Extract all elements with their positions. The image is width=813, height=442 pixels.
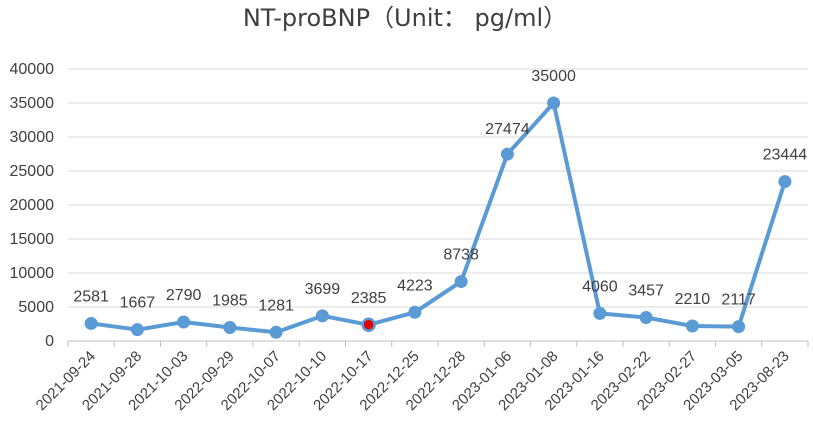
data-label: 27474 xyxy=(485,121,530,138)
data-label: 23444 xyxy=(763,147,808,164)
data-labels: 2581 1667 2790 1985 1281 3699 2385 4223 8738 2747… xyxy=(73,68,807,314)
y-tick-label: 10000 xyxy=(10,265,55,282)
data-point xyxy=(269,325,283,339)
highlighted-data-point xyxy=(361,317,376,333)
y-tick-label: 15000 xyxy=(10,231,55,248)
data-point xyxy=(177,315,191,329)
data-label: 2790 xyxy=(166,287,202,304)
data-label: 3457 xyxy=(628,282,664,299)
y-tick-label: 40000 xyxy=(10,61,55,78)
data-label: 3699 xyxy=(305,281,341,298)
data-label: 1985 xyxy=(212,293,248,310)
y-tick-label: 5000 xyxy=(18,299,54,316)
data-point xyxy=(593,306,607,320)
data-label: 8738 xyxy=(443,247,479,264)
data-point xyxy=(778,175,792,189)
data-point xyxy=(130,323,144,337)
data-point xyxy=(223,321,237,335)
y-tick-label: 35000 xyxy=(10,95,55,112)
x-axis-ticks: 2021-09-242021-09-282021-10-032022-09-29… xyxy=(33,341,809,414)
data-label: 1667 xyxy=(120,295,156,312)
y-tick-label: 30000 xyxy=(10,129,55,146)
gridlines xyxy=(68,68,808,308)
data-point xyxy=(685,319,699,333)
series-line xyxy=(89,101,787,335)
chart-title: NT-proBNP（Unit： pg/ml） xyxy=(243,4,567,32)
data-label: 2581 xyxy=(73,288,109,305)
data-point xyxy=(732,320,746,334)
data-label: 2385 xyxy=(351,290,387,307)
data-label: 4223 xyxy=(397,277,433,294)
y-tick-label: 0 xyxy=(45,333,54,350)
data-label: 2117 xyxy=(721,292,756,309)
data-label: 1281 xyxy=(258,297,294,314)
data-label: 4060 xyxy=(582,278,618,295)
data-label: 35000 xyxy=(531,68,576,85)
data-point xyxy=(454,275,468,289)
data-point xyxy=(84,316,98,330)
data-point xyxy=(639,310,653,324)
series xyxy=(84,96,792,339)
y-tick-label: 20000 xyxy=(10,197,55,214)
data-point xyxy=(500,147,514,161)
data-point xyxy=(547,96,561,110)
data-point xyxy=(315,309,329,323)
y-axis-ticks: 0 5000 10000 15000 20000 25000 30000 35000 40000 xyxy=(10,61,55,350)
data-point xyxy=(408,305,422,319)
y-tick-label: 25000 xyxy=(10,163,55,180)
data-label: 2210 xyxy=(675,291,711,308)
